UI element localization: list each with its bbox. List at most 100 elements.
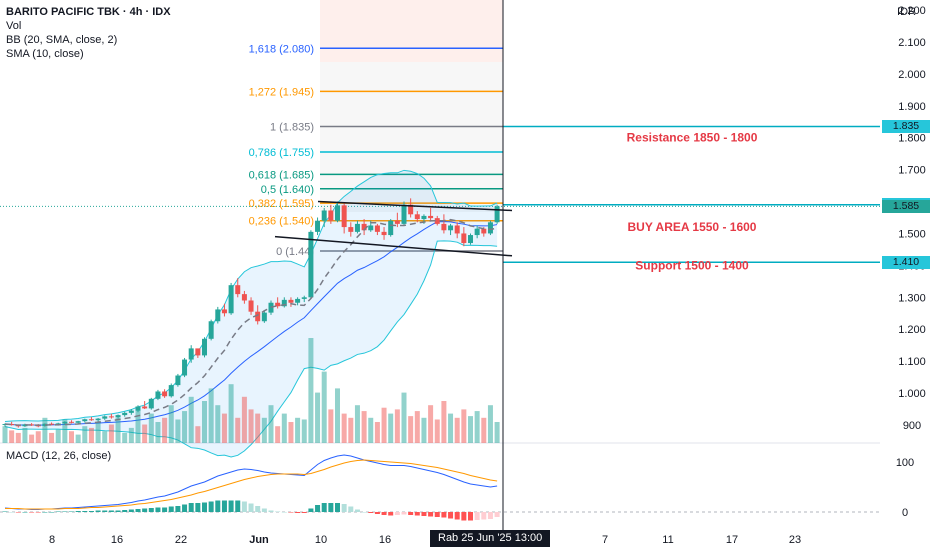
candle-body-22 [148, 398, 154, 409]
candle-body-54 [361, 223, 367, 231]
volume-bar-59 [394, 409, 400, 443]
macd-hist-1 [9, 512, 15, 513]
chart-legend: BARITO PACIFIC TBK · 4h · IDX Vol BB (20… [6, 5, 171, 61]
macd-hist-37 [248, 503, 254, 512]
symbol-title[interactable]: BARITO PACIFIC TBK · 4h · IDX [6, 6, 171, 18]
volume-bar-11 [75, 434, 81, 443]
macd-hist-0 [2, 511, 8, 512]
fib-label-1: 1,272 (1.945) [249, 86, 314, 98]
volume-bar-10 [69, 431, 74, 443]
fib-zone-upper [320, 0, 503, 62]
volume-bar-21 [142, 424, 148, 443]
candle-body-25 [168, 385, 174, 397]
indicator-vol[interactable]: Vol [6, 20, 22, 32]
macd-hist-70 [468, 512, 473, 521]
candle-body-69 [461, 233, 467, 244]
candle-body-34 [228, 285, 234, 314]
price-tick-1: 1.000 [898, 388, 926, 400]
volume-bar-2 [15, 432, 21, 443]
macd-hist-20 [135, 509, 141, 512]
macd-hist-23 [155, 507, 161, 512]
candle-body-28 [188, 348, 194, 360]
volume-bar-35 [235, 417, 241, 443]
fib-label-6: 0,382 (1.595) [249, 198, 314, 210]
macd-hist-22 [148, 508, 154, 512]
candle-body-23 [155, 391, 161, 399]
candle-body-43 [288, 299, 294, 303]
macd-hist-58 [388, 512, 394, 516]
time-tick-6: 7 [602, 534, 608, 546]
volume-bar-65 [434, 419, 440, 443]
time-tick-5: 16 [379, 534, 391, 546]
channel-top-line [317, 200, 513, 212]
volume-bar-41 [275, 426, 281, 443]
price-tick-9: 1.800 [898, 133, 926, 145]
macd-hist-68 [454, 512, 460, 520]
volume-bar-33 [221, 413, 227, 443]
volume-bar-56 [374, 422, 380, 443]
candle-body-65 [434, 218, 440, 224]
volume-bar-68 [454, 417, 460, 443]
macd-hist-8 [55, 511, 61, 512]
price-tick-0: 900 [903, 420, 921, 432]
candle-body-63 [421, 215, 427, 220]
volume-bar-4 [29, 434, 35, 443]
volume-bar-12 [82, 426, 88, 443]
candle-body-13 [88, 419, 94, 421]
fib-label-5: 0,5 (1.640) [261, 184, 314, 196]
volume-bar-3 [22, 427, 28, 443]
macd-hist-38 [255, 506, 261, 512]
price-tick-13: 2.200 [898, 5, 926, 17]
fib-label-0: 1,618 (2.080) [249, 43, 314, 55]
macd-hist-63 [421, 512, 427, 516]
macd-hist-18 [122, 510, 128, 512]
candle-body-15 [102, 416, 108, 419]
fib-label-2: 1 (1.835) [270, 122, 314, 134]
volume-bar-9 [62, 419, 68, 443]
candle-body-47 [315, 220, 321, 232]
macd-hist-7 [49, 512, 55, 513]
macd-tick-1: 0 [902, 507, 908, 519]
candle-body-73 [487, 222, 493, 234]
volume-bar-34 [228, 384, 234, 443]
macd-hist-16 [108, 510, 114, 512]
candle-body-35 [235, 285, 241, 295]
price-tick-10: 1.900 [898, 101, 926, 113]
candle-body-31 [208, 321, 214, 339]
macd-hist-17 [115, 510, 121, 512]
candle-body-59 [394, 220, 400, 224]
indicator-bb[interactable]: BB (20, SMA, close, 2) [6, 34, 118, 46]
candle-body-1 [9, 424, 15, 426]
macd-hist-64 [428, 512, 434, 517]
volume-bar-60 [401, 392, 407, 443]
macd-indicator-label[interactable]: MACD (12, 26, close) [6, 450, 112, 462]
volume-bar-27 [182, 411, 188, 443]
volume-bar-44 [295, 417, 301, 443]
time-tick-9: 23 [789, 534, 801, 546]
candle-body-72 [481, 228, 487, 234]
candle-body-4 [29, 424, 35, 426]
volume-bar-31 [208, 388, 214, 443]
macd-hist-33 [221, 500, 227, 512]
price-tag-3: 1.410 [882, 255, 930, 269]
candle-body-27 [182, 359, 188, 376]
macd-hist-19 [128, 509, 134, 512]
candle-body-68 [454, 225, 460, 234]
macd-hist-60 [401, 512, 407, 515]
time-tick-2: 22 [175, 534, 187, 546]
indicator-sma[interactable]: SMA (10, close) [6, 48, 84, 60]
signal-line [5, 459, 498, 510]
volume-bar-43 [288, 422, 294, 443]
candle-body-49 [328, 210, 334, 221]
macd-hist-67 [448, 512, 454, 519]
candle-body-46 [308, 231, 314, 298]
volume-bar-30 [202, 401, 207, 443]
volume-bar-18 [122, 432, 128, 443]
annotation-2: Support 1500 - 1400 [635, 258, 749, 272]
candle-body-29 [195, 348, 201, 356]
time-tick-1: 16 [111, 534, 123, 546]
macd-hist-62 [414, 512, 420, 516]
macd-hist-41 [275, 511, 281, 512]
macd-tick-0: 100 [896, 457, 914, 469]
